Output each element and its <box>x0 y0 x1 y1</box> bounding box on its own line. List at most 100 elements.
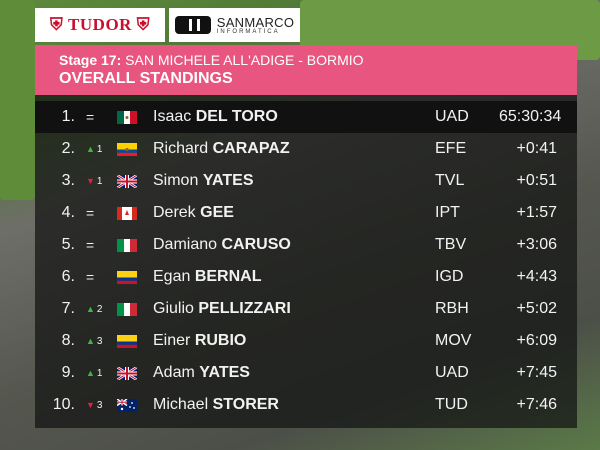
rank: 7. <box>61 300 75 317</box>
rank: 8. <box>61 332 75 349</box>
tudor-logo: ⛨ TUDOR ⛨ <box>35 8 165 42</box>
rider-last-name: YATES <box>199 364 250 381</box>
rider-name: Michael STORER <box>153 396 435 414</box>
table-row: 10. ▼ 3 Michael STORER TUD +7:46 <box>35 389 577 421</box>
team-code: TUD <box>435 396 468 413</box>
unchanged-icon: = <box>86 269 95 285</box>
rank: 4. <box>61 204 75 221</box>
table-row: 1. = Isaac DEL TORO UAD 65:30:34 <box>35 101 577 133</box>
colombia-flag-icon <box>117 270 137 284</box>
position-change: 3 <box>96 335 103 347</box>
team-code: IGD <box>435 268 464 285</box>
rank: 3. <box>61 172 75 189</box>
team-code: TVL <box>435 172 465 189</box>
italy-flag-icon <box>117 238 137 252</box>
rider-last-name: RUBIO <box>194 332 247 349</box>
rank-change: ▼ 3 <box>75 400 117 411</box>
rider-first-name: Isaac <box>153 108 192 125</box>
sanmarco-text: SANMARCO <box>216 14 295 30</box>
table-row: 9. ▲ 1 Adam YATES UAD +7:45 <box>35 357 577 389</box>
standings-header: Stage 17: SAN MICHELE ALL'ADIGE - BORMIO… <box>35 45 577 95</box>
rider-first-name: Damiano <box>153 236 218 253</box>
canada-flag-icon <box>117 206 137 220</box>
position-change: 1 <box>96 143 103 155</box>
tudor-shield-icon: ⛨ <box>50 15 69 34</box>
time-gap: +1:57 <box>516 204 557 221</box>
rank-change: = <box>75 237 117 253</box>
time-gap: +7:46 <box>516 396 557 413</box>
rider-last-name: STORER <box>212 396 279 413</box>
arrow-down-icon: ▼ <box>86 400 95 410</box>
time-gap: +5:02 <box>516 300 557 317</box>
rank: 9. <box>61 364 75 381</box>
rider-first-name: Giulio <box>153 300 194 317</box>
time-gap: +6:09 <box>516 332 557 349</box>
rider-name: Damiano CARUSO <box>153 236 435 254</box>
ecuador-flag-icon <box>117 142 137 156</box>
rider-first-name: Adam <box>153 364 195 381</box>
rank-change: ▲ 2 <box>75 304 117 315</box>
rider-first-name: Egan <box>153 268 191 285</box>
rider-last-name: PELLIZZARI <box>198 300 291 317</box>
time-gap: +0:51 <box>516 172 557 189</box>
rank: 6. <box>61 268 75 285</box>
team-code: RBH <box>435 300 469 317</box>
rider-first-name: Derek <box>153 204 196 221</box>
unchanged-icon: = <box>86 237 95 253</box>
time-gap: +7:45 <box>516 364 557 381</box>
rank-change: ▼ 1 <box>75 176 117 187</box>
rank-change: = <box>75 205 117 221</box>
position-change: 1 <box>96 175 103 187</box>
rank-change: ▲ 1 <box>75 144 117 155</box>
uk-flag-icon <box>117 174 137 188</box>
rank-change: ▲ 1 <box>75 368 117 379</box>
table-row: 8. ▲ 3 Einer RUBIO MOV +6:09 <box>35 325 577 357</box>
rider-name: Derek GEE <box>153 204 435 222</box>
rank: 1. <box>61 108 75 125</box>
position-change: 3 <box>96 399 103 411</box>
italy-flag-icon <box>117 302 137 316</box>
rider-last-name: BERNAL <box>194 268 262 285</box>
time-gap: 65:30:34 <box>499 108 562 125</box>
table-row: 2. ▲ 1 Richard CARAPAZ EFE +0:41 <box>35 133 577 165</box>
position-change: 2 <box>96 303 103 315</box>
unchanged-icon: = <box>86 205 95 221</box>
rank: 2. <box>61 140 75 157</box>
tudor-text: TUDOR <box>68 15 132 34</box>
arrow-up-icon: ▲ <box>86 144 95 154</box>
arrow-up-icon: ▲ <box>86 368 95 378</box>
team-code: TBV <box>435 236 467 253</box>
table-row: 4. = Derek GEE IPT +1:57 <box>35 197 577 229</box>
unchanged-icon: = <box>86 109 95 125</box>
table-row: 7. ▲ 2 Giulio PELLIZZARI RBH +5:02 <box>35 293 577 325</box>
time-gap: +0:41 <box>516 140 557 157</box>
tudor-shield-icon: ⛨ <box>131 15 150 34</box>
rider-last-name: CARAPAZ <box>212 140 290 157</box>
rider-name: Simon YATES <box>153 172 435 190</box>
arrow-up-icon: ▲ <box>86 336 95 346</box>
uk-flag-icon <box>117 366 137 380</box>
time-gap: +3:06 <box>516 236 557 253</box>
page-title: OVERALL STANDINGS <box>59 70 233 87</box>
sanmarco-mark-icon <box>174 16 211 34</box>
team-code: UAD <box>435 364 469 381</box>
rank-change: = <box>75 269 117 285</box>
arrow-up-icon: ▲ <box>86 304 95 314</box>
rider-name: Isaac DEL TORO <box>153 108 435 126</box>
sanmarco-logo: SANMARCO INFORMATICA <box>169 8 300 42</box>
rider-first-name: Simon <box>153 172 199 189</box>
table-row: 3. ▼ 1 Simon YATES TVL +0:51 <box>35 165 577 197</box>
rider-name: Einer RUBIO <box>153 332 435 350</box>
background-scenery <box>0 0 35 200</box>
team-code: UAD <box>435 108 469 125</box>
rider-name: Giulio PELLIZZARI <box>153 300 435 318</box>
stage-label: Stage 17: <box>59 52 122 68</box>
rider-name: Egan BERNAL <box>153 268 435 286</box>
time-gap: +4:43 <box>516 268 557 285</box>
mexico-flag-icon <box>117 110 137 124</box>
rank: 5. <box>61 236 75 253</box>
rider-last-name: DEL TORO <box>195 108 278 125</box>
rank: 10. <box>52 396 75 413</box>
informatica-text: INFORMATICA <box>216 28 280 35</box>
team-code: MOV <box>435 332 472 349</box>
